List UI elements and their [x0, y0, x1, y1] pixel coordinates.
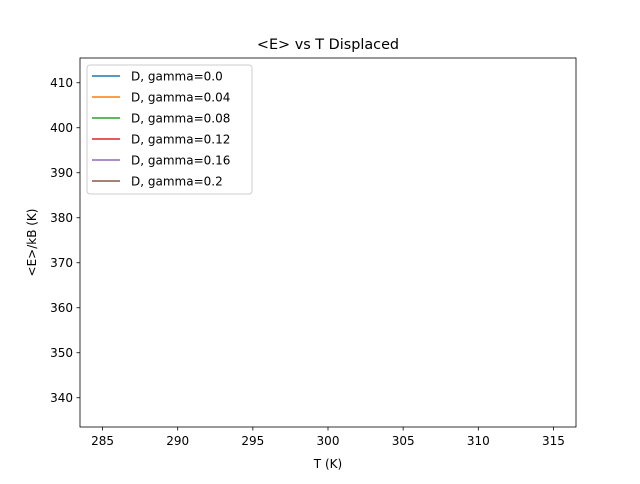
- legend: D, gamma=0.0 D, gamma=0.04 D, gamma=0.08 D,…: [86, 64, 253, 195]
- x-tick-label: 305: [392, 434, 415, 448]
- x-tick-label: 315: [542, 434, 565, 448]
- legend-label: D, gamma=0.04: [131, 90, 230, 104]
- y-tick-label: 350: [50, 346, 73, 360]
- y-tick-label: 340: [50, 391, 73, 405]
- legend-label: D, gamma=0.08: [131, 111, 230, 125]
- y-axis-label: <E>/kB (K): [25, 209, 39, 277]
- x-tick-label: 285: [91, 434, 114, 448]
- y-tick-label: 360: [50, 301, 73, 315]
- chart-title: <E> vs T Displaced: [257, 37, 399, 53]
- y-tick-label: 400: [50, 121, 73, 135]
- legend-box: [86, 64, 253, 195]
- x-tick-label: 310: [467, 434, 490, 448]
- y-tick-label: 390: [50, 166, 73, 180]
- legend-label: D, gamma=0.2: [131, 174, 223, 188]
- y-axis: 340 350 360 370 380 390 400 410: [50, 76, 80, 405]
- x-tick-label: 295: [241, 434, 264, 448]
- x-tick-label: 290: [166, 434, 189, 448]
- x-axis: 285 290 295 300 305 310 315: [91, 427, 565, 448]
- legend-items: D, gamma=0.0 D, gamma=0.04 D, gamma=0.08 D,…: [92, 69, 230, 188]
- legend-label: D, gamma=0.16: [131, 153, 230, 167]
- x-axis-label: T (K): [313, 457, 342, 471]
- y-tick-label: 380: [50, 211, 73, 225]
- legend-label: D, gamma=0.0: [131, 69, 223, 83]
- legend-label: D, gamma=0.12: [131, 132, 230, 146]
- y-tick-label: 370: [50, 256, 73, 270]
- x-tick-label: 300: [317, 434, 340, 448]
- y-tick-label: 410: [50, 76, 73, 90]
